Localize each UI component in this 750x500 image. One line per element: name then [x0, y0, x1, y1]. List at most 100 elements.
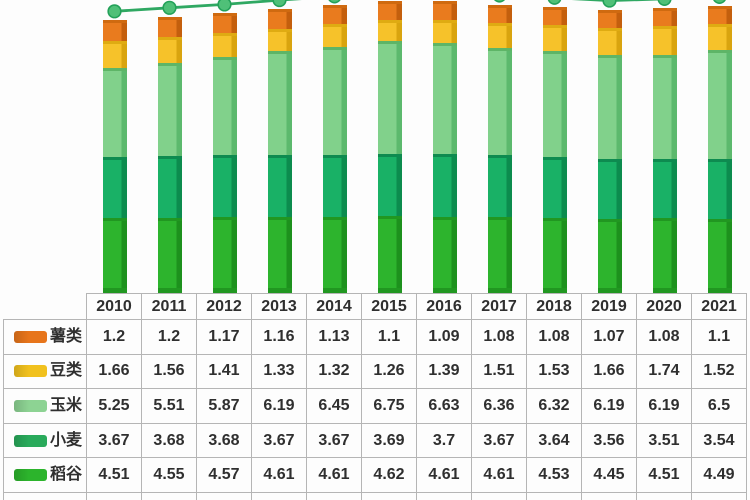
cell-beans-2013: 1.33 — [252, 354, 307, 390]
stub-cell-2011 — [142, 492, 197, 500]
bar-segment-rice-2014 — [322, 216, 347, 294]
cell-corn-2016: 6.63 — [417, 389, 472, 424]
bar-segment-corn-2014 — [322, 46, 347, 155]
bar-segment-rice-2017 — [487, 216, 512, 294]
cell-tubers-2017: 1.08 — [472, 320, 527, 355]
cell-wheat-2012: 3.68 — [197, 423, 252, 459]
stub-cell-2015 — [362, 492, 417, 500]
bar-2015 — [377, 1, 402, 294]
bar-segment-beans-2019 — [597, 27, 622, 56]
bar-2019 — [597, 9, 622, 294]
stub-cell-2020 — [637, 492, 692, 500]
cell-beans-2020: 1.74 — [637, 354, 692, 390]
bar-segment-beans-2015 — [377, 19, 402, 42]
bar-2012 — [212, 13, 237, 294]
cell-tubers-2013: 1.16 — [252, 320, 307, 355]
bar-segment-tubers-2010 — [102, 20, 127, 41]
cell-rice-2012: 4.57 — [197, 458, 252, 493]
cell-wheat-2010: 3.67 — [87, 423, 142, 459]
trend-marker-2013 — [272, 0, 287, 8]
bar-segment-corn-2013 — [267, 50, 292, 155]
trend-marker-2020 — [657, 0, 672, 6]
cell-tubers-2015: 1.1 — [362, 320, 417, 355]
stub-cell-2012 — [197, 492, 252, 500]
series-name-tubers: 薯类 — [49, 327, 82, 345]
cell-beans-2016: 1.39 — [417, 354, 472, 390]
year-header-2011: 2011 — [142, 293, 197, 320]
bar-segment-wheat-2019 — [597, 159, 622, 220]
bar-segment-corn-2010 — [102, 68, 127, 157]
year-header-2017: 2017 — [472, 293, 527, 320]
bar-segment-tubers-2011 — [157, 16, 182, 37]
bar-segment-beans-2021 — [707, 24, 732, 50]
year-header-2020: 2020 — [637, 293, 692, 320]
stub-cell-2018 — [527, 492, 582, 500]
cell-beans-2014: 1.32 — [307, 354, 362, 390]
bar-2017 — [487, 4, 512, 294]
bar-segment-rice-2010 — [102, 218, 127, 294]
cell-beans-2010: 1.66 — [87, 354, 142, 390]
bar-segment-beans-2011 — [157, 36, 182, 64]
cell-wheat-2020: 3.51 — [637, 423, 692, 459]
cell-corn-2021: 6.5 — [692, 389, 747, 424]
bar-segment-tubers-2021 — [707, 5, 732, 25]
bar-segment-wheat-2014 — [322, 154, 347, 217]
cell-beans-2015: 1.26 — [362, 354, 417, 390]
bar-segment-wheat-2020 — [652, 159, 677, 219]
bar-2018 — [542, 6, 567, 294]
bar-segment-corn-2016 — [432, 43, 457, 155]
cell-tubers-2014: 1.13 — [307, 320, 362, 355]
cell-corn-2015: 6.75 — [362, 389, 417, 424]
bar-segment-beans-2017 — [487, 22, 512, 49]
cell-corn-2018: 6.32 — [527, 389, 582, 424]
cell-wheat-2019: 3.56 — [582, 423, 637, 459]
trend-marker-2018 — [547, 0, 562, 5]
bar-2013 — [267, 9, 292, 294]
bar-2011 — [157, 16, 182, 294]
bar-segment-rice-2020 — [652, 218, 677, 294]
legend-swatch-wheat-icon — [13, 434, 47, 447]
table-corner-cell — [3, 293, 87, 320]
cell-rice-2013: 4.61 — [252, 458, 307, 493]
bar-segment-tubers-2018 — [542, 6, 567, 25]
bar-segment-wheat-2016 — [432, 154, 457, 217]
cell-beans-2018: 1.53 — [527, 354, 582, 390]
bar-2014 — [322, 5, 347, 294]
row-label-beans: 豆类 — [3, 354, 87, 390]
stub-cell-2017 — [472, 492, 527, 500]
cell-beans-2017: 1.51 — [472, 354, 527, 390]
stub-cell-2013 — [252, 492, 307, 500]
series-name-beans: 豆类 — [49, 362, 82, 380]
row-label-tubers: 薯类 — [3, 320, 87, 355]
cell-rice-2019: 4.45 — [582, 458, 637, 493]
trend-marker-2021 — [713, 0, 726, 4]
bar-segment-beans-2013 — [267, 28, 292, 51]
year-header-2021: 2021 — [692, 293, 747, 320]
cell-tubers-2010: 1.2 — [87, 320, 142, 355]
row-label-rice: 稻谷 — [3, 458, 87, 493]
trend-marker-2010 — [107, 4, 122, 19]
year-header-2018: 2018 — [527, 293, 582, 320]
bar-segment-rice-2012 — [212, 217, 237, 294]
bar-segment-wheat-2011 — [157, 155, 182, 218]
cell-rice-2014: 4.61 — [307, 458, 362, 493]
bar-segment-beans-2016 — [432, 19, 457, 44]
cell-corn-2014: 6.45 — [307, 389, 362, 424]
cell-wheat-2017: 3.67 — [472, 423, 527, 459]
trend-marker-2011 — [162, 0, 177, 15]
trend-marker-2014 — [328, 0, 341, 4]
cell-corn-2017: 6.36 — [472, 389, 527, 424]
bar-segment-corn-2015 — [377, 41, 402, 155]
cell-tubers-2020: 1.08 — [637, 320, 692, 355]
cell-wheat-2013: 3.67 — [252, 423, 307, 459]
bar-segment-rice-2016 — [432, 216, 457, 294]
bar-segment-tubers-2014 — [322, 5, 347, 25]
legend-swatch-beans-icon — [13, 365, 47, 378]
cell-corn-2012: 5.87 — [197, 389, 252, 424]
bar-segment-wheat-2012 — [212, 155, 237, 218]
cell-rice-2020: 4.51 — [637, 458, 692, 493]
trend-marker-2012 — [217, 0, 232, 12]
bar-segment-corn-2012 — [212, 56, 237, 156]
bar-segment-rice-2018 — [542, 217, 567, 294]
